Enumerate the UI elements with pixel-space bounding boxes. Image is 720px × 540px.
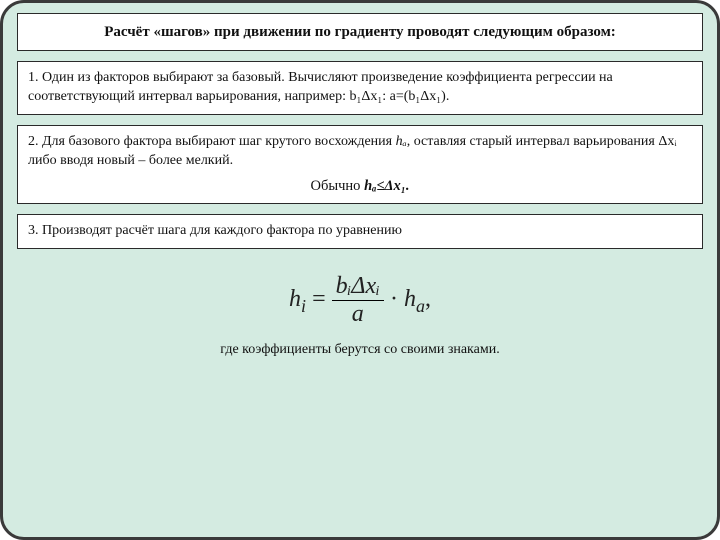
footer-text: где коэффициенты берутся со своими знака… <box>17 342 703 358</box>
eq-equals: = <box>312 286 332 312</box>
step2-ha: hₐ <box>396 134 407 149</box>
slide-container: Расчёт «шагов» при движении по градиенту… <box>0 0 720 540</box>
eq-den: a <box>332 301 384 328</box>
step2-center-label: Обычно <box>311 178 365 194</box>
eq-tail: , <box>425 286 431 312</box>
eq-rhs-sub: a <box>416 296 425 316</box>
eq-lhs-sub: i <box>301 296 306 316</box>
step3-text: 3. Производят расчёт шага для каждого фа… <box>28 223 402 238</box>
step2-center-formula: hₐ≤Δx₁. <box>364 178 409 194</box>
eq-dot: · <box>390 286 404 312</box>
title-text: Расчёт «шагов» при движении по градиенту… <box>104 24 616 40</box>
eq-rhs-var: h <box>404 286 416 312</box>
step3-box: 3. Производят расчёт шага для каждого фа… <box>17 214 703 249</box>
equation: hi = bᵢΔxᵢ a · ha, <box>289 273 431 328</box>
step1-text: 1. Один из факторов выбирают за базовый.… <box>28 70 613 104</box>
step2-box: 2. Для базового фактора выбирают шаг кру… <box>17 125 703 204</box>
step1-formula: b₁Δx₁: a=(b₁Δx₁). <box>349 89 449 104</box>
eq-fraction: bᵢΔxᵢ a <box>332 273 384 328</box>
title-box: Расчёт «шагов» при движении по градиенту… <box>17 13 703 51</box>
step2-center: Обычно hₐ≤Δx₁. <box>28 177 692 197</box>
footer: где коэффициенты берутся со своими знака… <box>220 342 499 357</box>
eq-num: bᵢΔxᵢ <box>332 273 384 301</box>
eq-lhs-var: h <box>289 286 301 312</box>
equation-block: hi = bᵢΔxᵢ a · ha, <box>17 259 703 338</box>
step1-box: 1. Один из факторов выбирают за базовый.… <box>17 61 703 115</box>
step2-text-a: 2. Для базового фактора выбирают шаг кру… <box>28 134 396 149</box>
